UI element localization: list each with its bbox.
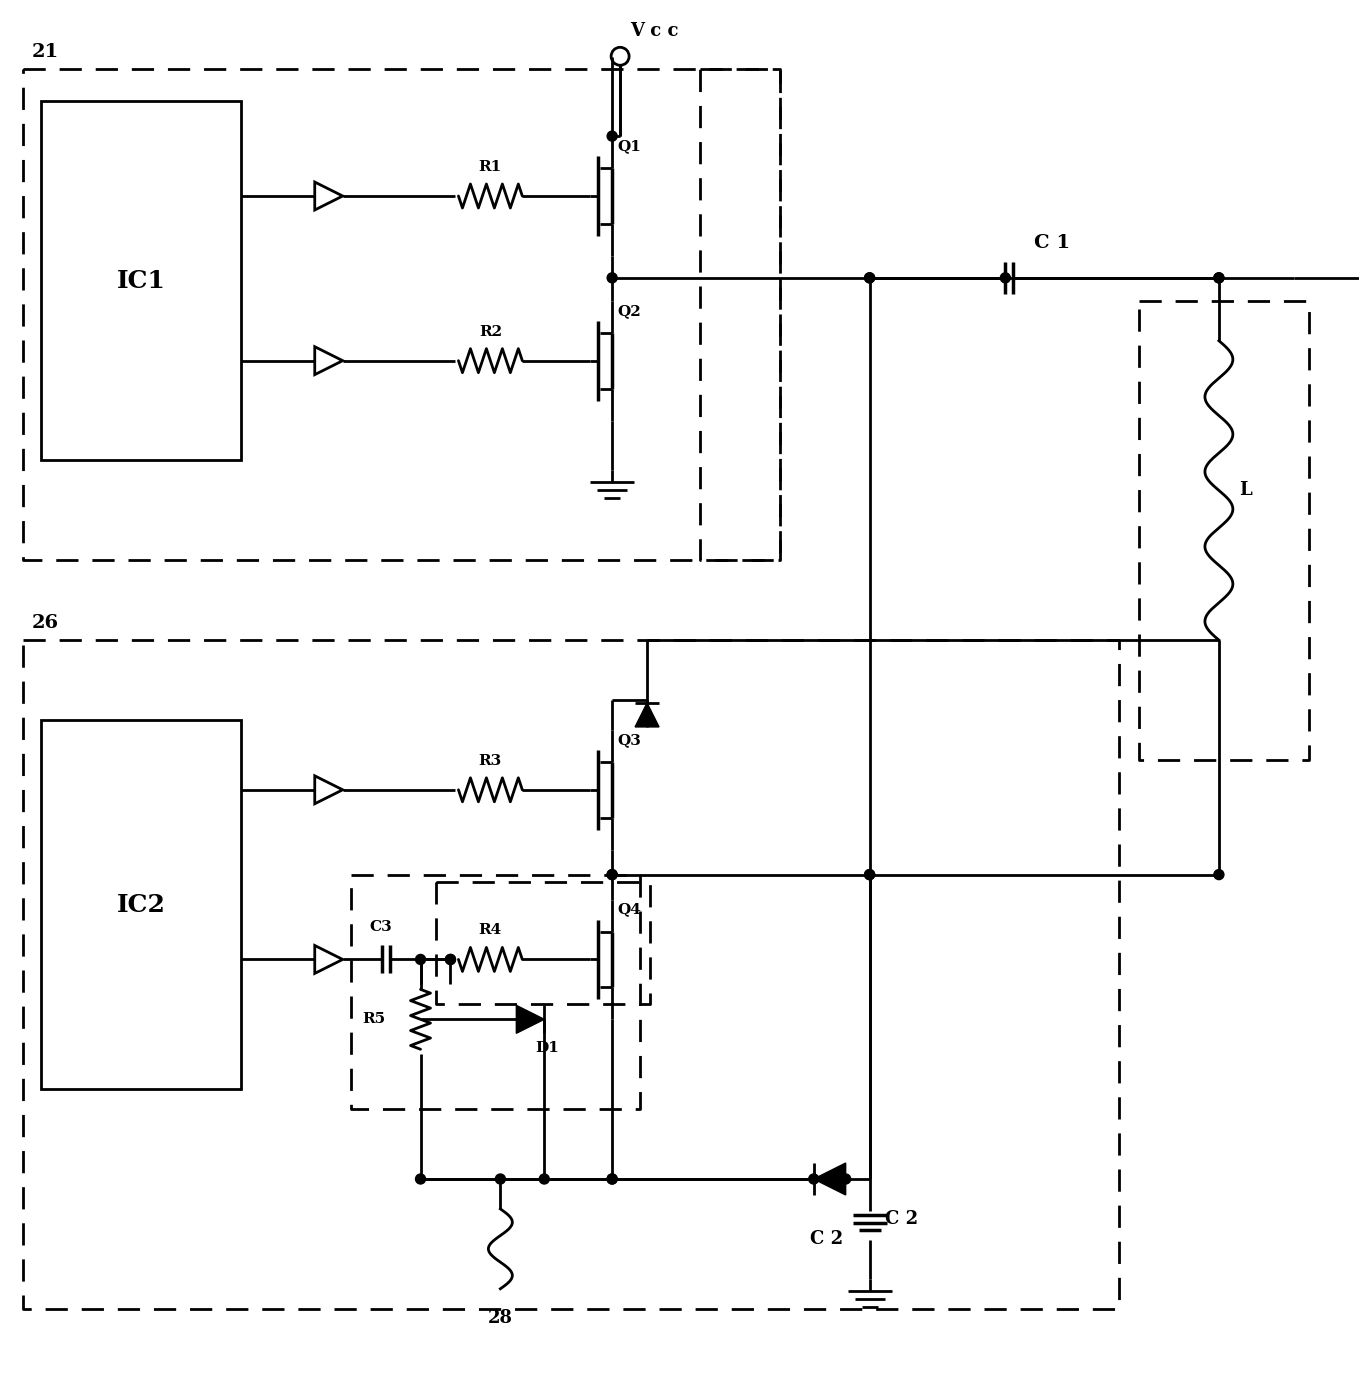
- Text: IC2: IC2: [117, 892, 166, 917]
- Circle shape: [607, 1175, 617, 1184]
- Circle shape: [865, 870, 874, 880]
- Text: 28: 28: [488, 1308, 513, 1326]
- Text: C 2: C 2: [884, 1210, 918, 1228]
- Text: 26: 26: [31, 614, 58, 632]
- Text: R1: R1: [479, 160, 502, 174]
- Circle shape: [865, 273, 874, 282]
- Circle shape: [607, 870, 617, 880]
- Circle shape: [607, 1175, 617, 1184]
- Polygon shape: [813, 1164, 846, 1195]
- Circle shape: [1214, 870, 1224, 880]
- Text: V c c: V c c: [630, 22, 679, 40]
- Circle shape: [607, 273, 617, 282]
- Circle shape: [840, 1175, 850, 1184]
- Circle shape: [865, 273, 874, 282]
- Text: L: L: [1239, 482, 1251, 500]
- Text: D1: D1: [536, 1041, 559, 1055]
- Circle shape: [416, 1175, 426, 1184]
- Polygon shape: [314, 182, 343, 209]
- Text: Q1: Q1: [617, 139, 641, 153]
- Text: R2: R2: [479, 325, 502, 339]
- Text: 21: 21: [31, 43, 58, 62]
- Polygon shape: [314, 946, 343, 974]
- Polygon shape: [517, 1005, 544, 1033]
- Text: Q4: Q4: [617, 902, 641, 917]
- Polygon shape: [635, 704, 660, 727]
- Text: Q2: Q2: [617, 304, 641, 318]
- Circle shape: [1214, 273, 1224, 282]
- Circle shape: [540, 1175, 549, 1184]
- Circle shape: [607, 870, 617, 880]
- Text: R5: R5: [363, 1012, 386, 1026]
- Circle shape: [865, 870, 874, 880]
- Text: R3: R3: [479, 753, 502, 768]
- Polygon shape: [41, 101, 241, 460]
- Circle shape: [446, 954, 456, 964]
- Text: C 2: C 2: [809, 1230, 843, 1248]
- Text: C3: C3: [369, 920, 392, 935]
- Text: C 1: C 1: [1034, 234, 1070, 252]
- Circle shape: [607, 131, 617, 140]
- Circle shape: [416, 954, 426, 964]
- Polygon shape: [314, 775, 343, 804]
- Polygon shape: [314, 347, 343, 375]
- Text: R4: R4: [479, 924, 502, 938]
- Circle shape: [446, 954, 456, 964]
- Circle shape: [495, 1175, 506, 1184]
- Polygon shape: [41, 720, 241, 1089]
- Circle shape: [1214, 273, 1224, 282]
- Text: IC1: IC1: [117, 269, 166, 293]
- Circle shape: [809, 1175, 819, 1184]
- Text: Q3: Q3: [617, 733, 641, 746]
- Circle shape: [1001, 273, 1010, 282]
